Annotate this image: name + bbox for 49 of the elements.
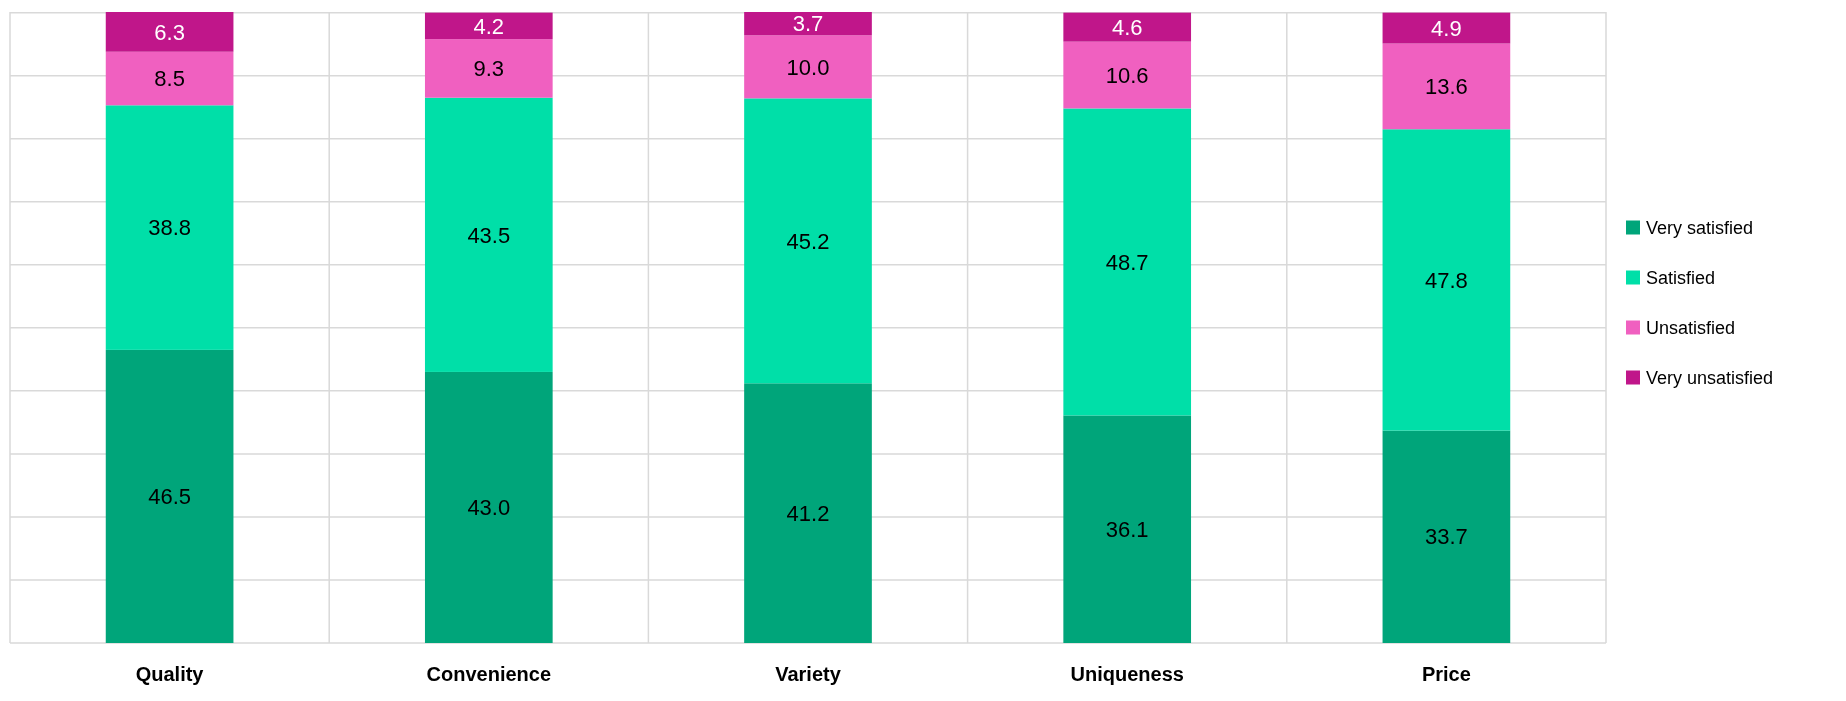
bar [424, 371, 553, 643]
bar [1063, 12, 1192, 42]
bar [424, 97, 553, 372]
data-label: 8.5 [154, 66, 185, 92]
bar [424, 39, 553, 98]
x-tick-label: Uniqueness [1070, 663, 1184, 685]
legend-label: Very satisfied [1646, 217, 1754, 238]
bar [744, 12, 872, 36]
data-label: 46.5 [148, 484, 192, 510]
bar [1063, 108, 1192, 416]
bar [1063, 41, 1192, 109]
data-label: 43.5 [467, 222, 511, 248]
bar [1382, 43, 1511, 130]
bar [105, 349, 234, 643]
bar [1063, 415, 1192, 643]
data-label: 4.2 [473, 13, 505, 39]
data-label: 41.2 [786, 500, 830, 526]
data-label: 47.8 [1424, 267, 1468, 293]
data-label: 4.6 [1111, 14, 1143, 40]
bar [105, 12, 234, 52]
x-tick-label: Convenience [426, 663, 552, 685]
bar [744, 98, 872, 384]
data-label: 36.1 [1105, 516, 1149, 542]
legend-label: Satisfied [1646, 267, 1716, 288]
x-tick-label: Quality [135, 663, 205, 685]
data-label: 45.2 [786, 228, 830, 254]
data-label: 10.0 [786, 54, 830, 80]
bar [105, 105, 234, 350]
data-label: 43.0 [467, 495, 511, 521]
bar [1382, 129, 1511, 431]
bar [1382, 12, 1511, 44]
legend-label: Unsatisfied [1646, 317, 1736, 338]
legend-label: Very unsatisfied [1646, 367, 1774, 388]
data-label: 10.6 [1105, 62, 1149, 88]
x-tick-label: Price [1421, 663, 1471, 685]
x-tick-label: Variety [775, 663, 842, 685]
data-label: 9.3 [473, 56, 505, 82]
data-label: 13.6 [1424, 74, 1468, 100]
data-label: 3.7 [792, 11, 824, 37]
data-label: 4.9 [1431, 15, 1462, 41]
bar [744, 35, 872, 99]
bar [424, 12, 553, 40]
data-label: 33.7 [1424, 524, 1468, 550]
bar [105, 51, 234, 106]
data-label: 38.8 [148, 215, 192, 241]
bar [1382, 430, 1511, 643]
data-label: 48.7 [1105, 249, 1149, 275]
data-label: 6.3 [154, 19, 185, 45]
bar [744, 383, 872, 643]
